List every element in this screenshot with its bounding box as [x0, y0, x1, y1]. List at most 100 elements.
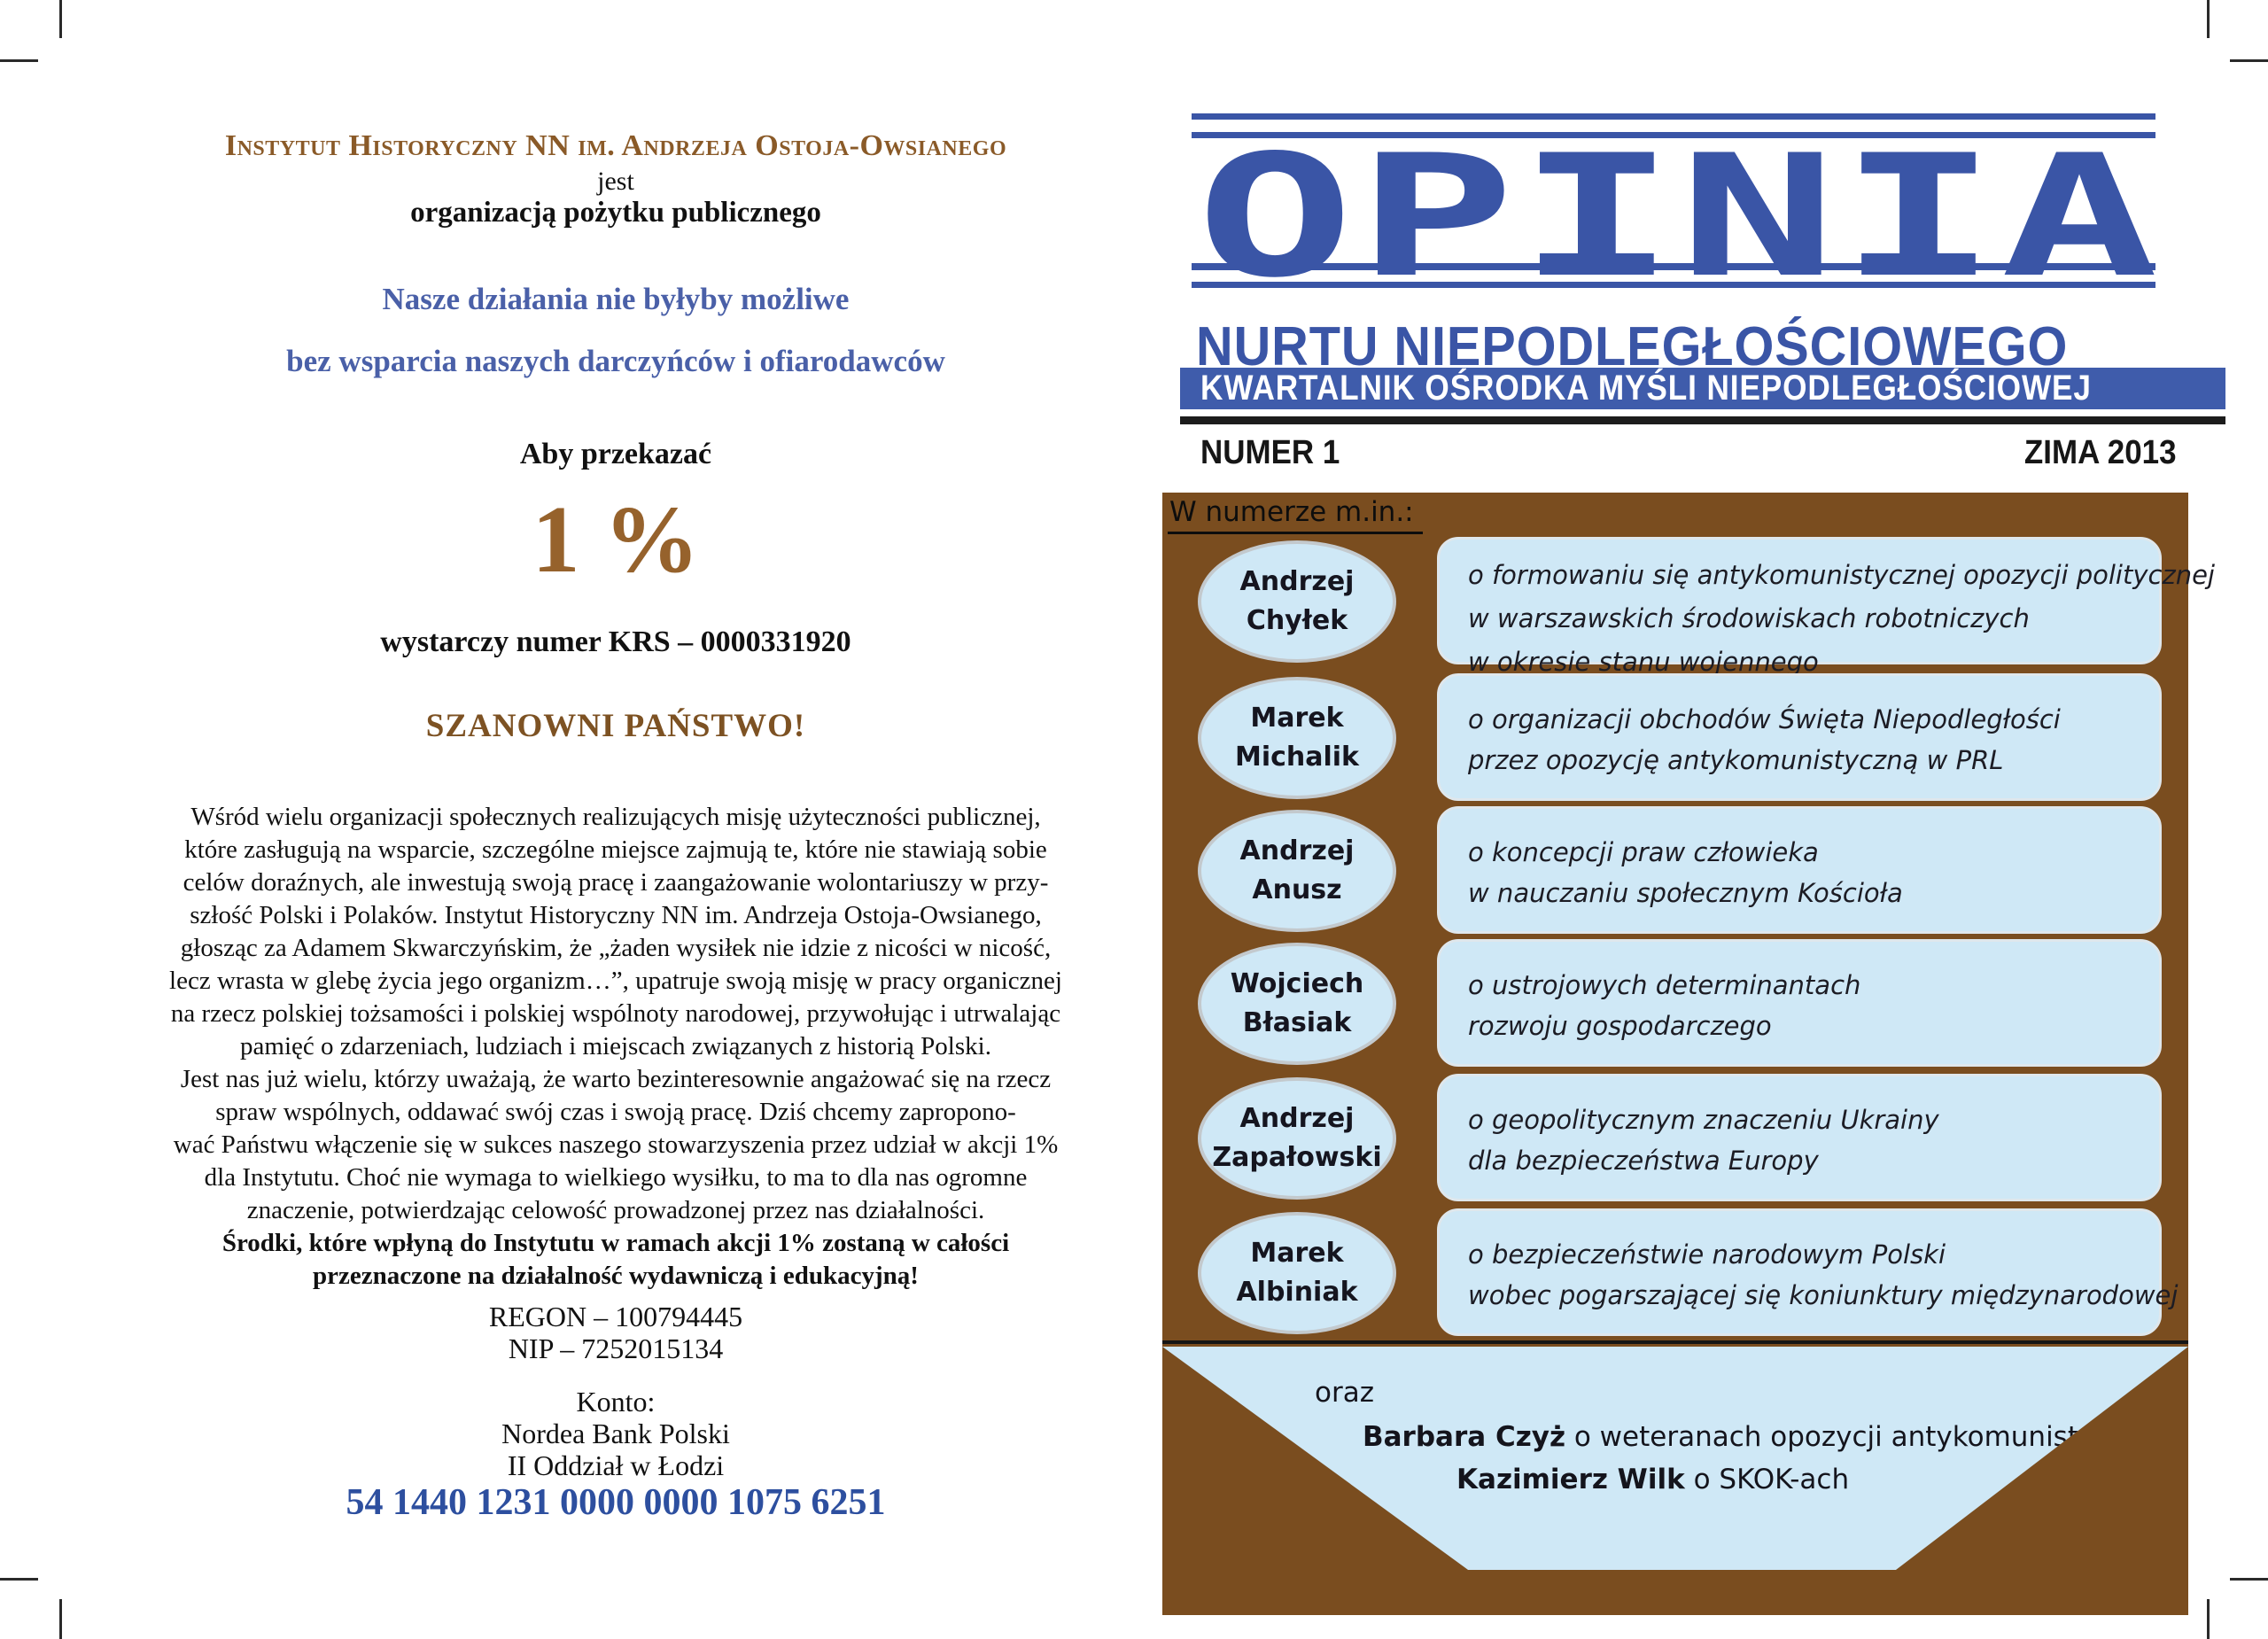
topic-box: o koncepcji praw człowieka w nauczaniu s…: [1437, 806, 2162, 934]
contents-row: Marek Albiniak o bezpieczeństwie narodow…: [0, 1208, 2268, 1336]
crop-mark: [0, 1578, 38, 1581]
account-label: Konto:: [576, 1386, 656, 1418]
paragraph-line: znaczenie, potwierdzając celowość prowad…: [246, 1196, 985, 1224]
krs-number: wystarczy numer KRS – 0000331920: [380, 625, 851, 658]
institute-jest: jest: [597, 167, 634, 196]
support-line-2: bez wsparcia naszych darczyńców i ofiaro…: [286, 344, 945, 378]
topic-box: o organizacji obchodów Święta Niepodległ…: [1437, 673, 2162, 801]
author-name: Albiniak: [1236, 1277, 1358, 1308]
author-oval: Andrzej Zapałowski: [1198, 1077, 1396, 1200]
paragraph-line: spraw wspólnych, oddawać swój czas i swo…: [215, 1098, 1016, 1126]
contents-row: Andrzej Anusz o koncepcji praw człowieka…: [0, 806, 2268, 934]
author-oval: Andrzej Chyłek: [1198, 540, 1396, 663]
nip-number: NIP – 7252015134: [508, 1332, 724, 1364]
bank-name: Nordea Bank Polski: [501, 1418, 730, 1449]
crop-mark: [2207, 0, 2210, 38]
crop-mark: [59, 1599, 62, 1639]
paragraph-line: na rzecz polskiej tożsamości i polskiej …: [170, 999, 1061, 1028]
author-name: Michalik: [1234, 742, 1360, 773]
topic-line: wobec pogarszającej się koniunktury międ…: [1468, 1280, 2179, 1310]
author-name: Andrzej: [1239, 835, 1355, 866]
paragraph-line: głosząc za Adamem Skwarczyńskim, że „żad…: [180, 934, 1052, 962]
extra-item: Kazimierz Wilk o SKOK-ach: [1456, 1464, 1849, 1495]
paragraph-line: Jest nas już wielu, którzy uważają, że w…: [180, 1065, 1052, 1093]
extra-author-name: Kazimierz Wilk: [1456, 1464, 1685, 1495]
topic-line: o koncepcji praw człowieka: [1468, 837, 1819, 867]
issue-row: NUMER 1 ZIMA 2013: [1180, 434, 2225, 471]
contents-row: Andrzej Zapałowski o geopolitycznym znac…: [0, 1074, 2268, 1201]
bank-branch: II Oddział w Łodzi: [507, 1449, 725, 1481]
crop-mark: [2207, 1599, 2210, 1639]
author-oval: Marek Michalik: [1198, 677, 1396, 799]
paragraph-line: dla Instytutu. Choć nie wymaga to wielki…: [204, 1163, 1028, 1192]
paragraph-line-bold: przeznaczone na działalność wydawniczą i…: [313, 1262, 919, 1290]
masthead-rule-top-2: [1192, 132, 2155, 138]
masthead-rule-top-1: [1192, 113, 2155, 120]
paragraph-line: celów doraźnych, ale inwestują swoją pra…: [183, 868, 1049, 897]
header-divider: [1180, 416, 2225, 424]
masthead-rule-bottom-2: [1192, 282, 2155, 288]
author-name: Anusz: [1252, 874, 1342, 905]
topic-line: o ustrojowych determinantach: [1468, 970, 1861, 1000]
author-name: Błasiak: [1242, 1007, 1352, 1038]
contents-row: Marek Michalik o organizacji obchodów Św…: [0, 673, 2268, 801]
mission-paragraph: Wśród wielu organizacji społecznych real…: [124, 801, 1107, 1293]
tagline-bar: KWARTALNIK OŚRODKA MYŚLI NIEPODLEGŁOŚCIO…: [1180, 368, 2225, 409]
crop-mark: [2230, 59, 2268, 62]
magazine-title: OPINIA: [1196, 119, 2162, 315]
paragraph-line: szłość Polski i Polaków. Instytut Histor…: [190, 901, 1042, 929]
author-name: Andrzej: [1239, 566, 1355, 597]
topic-line: o geopolitycznym znaczeniu Ukrainy: [1468, 1105, 1939, 1135]
regon-number: REGON – 100794445: [488, 1301, 743, 1332]
author-name: Marek: [1250, 1238, 1344, 1269]
topic-line: o bezpieczeństwie narodowym Polski: [1468, 1239, 1946, 1270]
topic-line: dla bezpieczeństwa Europy: [1468, 1146, 1819, 1176]
topic-line: w okresie stanu wojennego: [1468, 647, 1819, 677]
author-oval: Wojciech Błasiak: [1198, 943, 1396, 1065]
magazine-subtitle: NURTU NIEPODLEGŁOŚCIOWEGO: [1196, 316, 2069, 377]
contents-row: Wojciech Błasiak o ustrojowych determina…: [0, 939, 2268, 1067]
author-oval: Andrzej Anusz: [1198, 810, 1396, 932]
trapezoid-divider: [1162, 1340, 2188, 1344]
transfer-intro: Aby przekazać: [519, 438, 712, 470]
paragraph-line: pamięć o zdarzeniach, ludziach i miejsca…: [240, 1032, 991, 1060]
institute-name: Instytut Historyczny NN im. Andrzeja Ost…: [224, 129, 1007, 162]
extra-author-name: Barbara Czyż: [1363, 1421, 1565, 1453]
paragraph-line: które zasługują na wsparcie, szczególne …: [184, 835, 1047, 864]
salutation: SZANOWNI PAŃSTWO!: [425, 708, 806, 744]
extra-item: Barbara Czyż o weteranach opozycji antyk…: [1363, 1421, 2166, 1453]
oraz-label: oraz: [1315, 1377, 1374, 1409]
topic-line: rozwoju gospodarczego: [1468, 1011, 1772, 1041]
crop-mark: [0, 59, 38, 62]
author-name: Andrzej: [1239, 1103, 1355, 1134]
masthead-rule-bottom-1: [1192, 263, 2155, 270]
contents-row: Andrzej Chyłek o formowaniu się antykomu…: [0, 537, 2268, 677]
crop-mark: [2230, 1578, 2268, 1581]
paragraph-line: wać Państwu włączenie się w sukces nasze…: [173, 1130, 1059, 1159]
opp-status: organizacją pożytku publicznego: [410, 197, 821, 229]
topic-box: o bezpieczeństwie narodowym Polski wobec…: [1437, 1208, 2179, 1336]
topic-line: o organizacji obchodów Święta Niepodległ…: [1468, 704, 2061, 734]
one-percent: 1 %: [532, 487, 700, 593]
support-line-1: Nasze działania nie byłyby możliwe: [382, 282, 850, 316]
paragraph-line: lecz wrasta w glebę życia jego organizm……: [169, 967, 1062, 995]
left-page: Instytut Historyczny NN im. Andrzeja Ost…: [124, 0, 1107, 1639]
topic-line: w warszawskich środowiskach robotniczych: [1468, 603, 2030, 633]
paragraph-line: Wśród wielu organizacji społecznych real…: [190, 803, 1041, 831]
topic-line: przez opozycję antykomunistyczną w PRL: [1468, 745, 2004, 775]
author-oval: Marek Albiniak: [1198, 1212, 1396, 1334]
in-issue-label: W numerze m.in.:: [1168, 496, 1423, 534]
topic-box: o formowaniu się antykomunistycznej opoz…: [1437, 537, 2215, 677]
extra-topic: o SKOK-ach: [1693, 1464, 1850, 1495]
tagline-text: KWARTALNIK OŚRODKA MYŚLI NIEPODLEGŁOŚCIO…: [1200, 369, 2092, 408]
issue-number: NUMER 1: [1200, 434, 1340, 471]
topic-box: o ustrojowych determinantach rozwoju gos…: [1437, 939, 2162, 1067]
paragraph-line-bold: Środki, które wpłyną do Instytutu w rama…: [221, 1229, 1010, 1257]
topic-line: w nauczaniu społecznym Kościoła: [1468, 878, 1903, 908]
account-number: 54 1440 1231 0000 0000 1075 6251: [346, 1482, 886, 1523]
crop-mark: [59, 0, 62, 38]
topic-line: o formowaniu się antykomunistycznej opoz…: [1468, 560, 2215, 590]
author-name: Zapałowski: [1212, 1142, 1382, 1173]
author-name: Chyłek: [1246, 605, 1348, 636]
